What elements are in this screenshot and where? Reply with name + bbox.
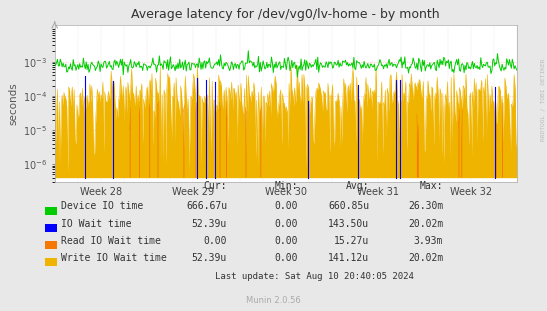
Text: 52.39u: 52.39u	[192, 253, 227, 263]
Text: 141.12u: 141.12u	[328, 253, 369, 263]
Text: 20.02m: 20.02m	[408, 219, 443, 229]
Text: 15.27u: 15.27u	[334, 236, 369, 246]
Text: Write IO Wait time: Write IO Wait time	[61, 253, 167, 263]
Text: Munin 2.0.56: Munin 2.0.56	[246, 296, 301, 305]
Text: 143.50u: 143.50u	[328, 219, 369, 229]
Text: Max:: Max:	[420, 181, 443, 191]
Text: Last update: Sat Aug 10 20:40:05 2024: Last update: Sat Aug 10 20:40:05 2024	[215, 272, 414, 281]
Text: 666.67u: 666.67u	[186, 202, 227, 211]
Text: Device IO time: Device IO time	[61, 202, 143, 211]
Text: 0.00: 0.00	[275, 236, 298, 246]
Text: Read IO Wait time: Read IO Wait time	[61, 236, 161, 246]
Title: Average latency for /dev/vg0/lv-home - by month: Average latency for /dev/vg0/lv-home - b…	[131, 8, 440, 21]
Text: 0.00: 0.00	[275, 202, 298, 211]
Text: 20.02m: 20.02m	[408, 253, 443, 263]
Text: IO Wait time: IO Wait time	[61, 219, 132, 229]
Text: 0.00: 0.00	[203, 236, 227, 246]
Text: Cur:: Cur:	[203, 181, 227, 191]
Text: 26.30m: 26.30m	[408, 202, 443, 211]
Text: Avg:: Avg:	[346, 181, 369, 191]
Y-axis label: seconds: seconds	[9, 82, 19, 125]
Text: 660.85u: 660.85u	[328, 202, 369, 211]
Text: RRDTOOL / TOBI OETIKER: RRDTOOL / TOBI OETIKER	[541, 58, 546, 141]
Text: 52.39u: 52.39u	[192, 219, 227, 229]
Text: Min:: Min:	[275, 181, 298, 191]
Text: 3.93m: 3.93m	[414, 236, 443, 246]
Text: 0.00: 0.00	[275, 219, 298, 229]
Text: 0.00: 0.00	[275, 253, 298, 263]
